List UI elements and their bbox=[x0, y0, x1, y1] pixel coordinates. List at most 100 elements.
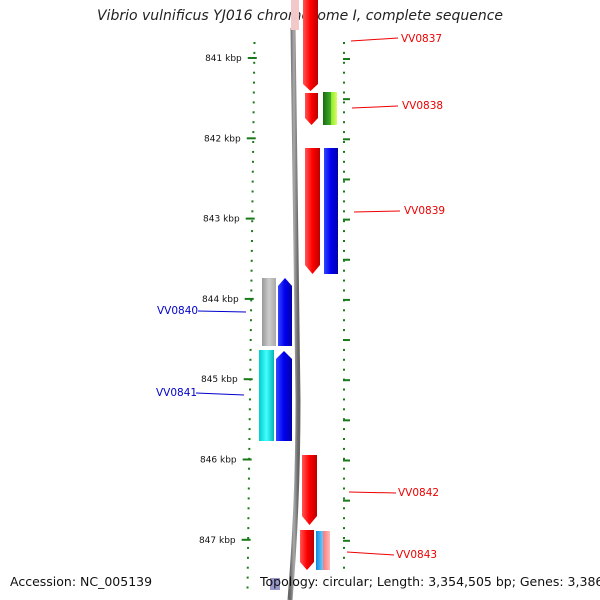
forward-genes bbox=[300, 0, 338, 570]
left-ruler bbox=[246, 42, 256, 589]
ruler-dot bbox=[343, 131, 345, 134]
ruler-dot bbox=[247, 537, 250, 539]
kbp-tick-label: 842 kbp bbox=[204, 134, 241, 144]
ruler-tick bbox=[343, 138, 350, 141]
ruler-dot bbox=[250, 249, 253, 252]
ruler-dot bbox=[252, 131, 255, 134]
ruler-tick bbox=[343, 419, 350, 422]
ruler-dot bbox=[343, 150, 345, 153]
ruler-dot bbox=[250, 269, 253, 272]
backbone-top bbox=[291, 0, 299, 30]
kbp-tick-label: 843 kbp bbox=[203, 215, 240, 225]
ruler-dot bbox=[343, 388, 345, 391]
gene-vv0839-blue bbox=[324, 148, 338, 274]
ruler-dot bbox=[343, 319, 345, 322]
ruler-dot bbox=[343, 121, 345, 124]
ruler-dot bbox=[253, 61, 256, 64]
ruler-dot bbox=[247, 546, 250, 549]
ruler-dot bbox=[343, 309, 345, 312]
ruler-dot bbox=[246, 566, 249, 569]
ruler-dot bbox=[343, 160, 345, 163]
ruler-dot bbox=[343, 438, 345, 440]
ruler-dot bbox=[343, 200, 345, 203]
ruler-dot bbox=[343, 141, 345, 143]
ruler-dot bbox=[343, 358, 345, 361]
gene-vv0838-green bbox=[323, 92, 331, 125]
ruler-dot bbox=[343, 71, 345, 74]
gene-vv0842 bbox=[302, 455, 317, 525]
ruler-tick bbox=[343, 339, 350, 342]
gene-vv0843-pink bbox=[323, 531, 330, 570]
ruler-dot bbox=[253, 51, 256, 54]
ruler-dot bbox=[343, 348, 345, 351]
label-vv0837: VV0837 bbox=[401, 33, 442, 45]
ruler-tick bbox=[343, 258, 350, 261]
gene-vv0839-red bbox=[305, 148, 320, 274]
label-vv0840: VV0840 bbox=[157, 305, 198, 317]
ruler-dot bbox=[252, 111, 255, 114]
ruler-dot bbox=[247, 527, 250, 530]
ruler-dot bbox=[343, 51, 345, 54]
ruler-dot bbox=[247, 487, 250, 490]
ruler-dot bbox=[251, 230, 254, 233]
ruler-dot bbox=[247, 497, 250, 500]
gene-vv0843-lightblue bbox=[316, 531, 323, 570]
topology-summary: Topology: circular; Length: 3,354,505 bp… bbox=[260, 574, 600, 589]
label-vv0838: VV0838 bbox=[402, 100, 443, 112]
ruler-dot bbox=[248, 428, 251, 431]
ruler-dot bbox=[343, 101, 345, 104]
ruler-dot bbox=[343, 190, 345, 193]
ruler-dot bbox=[250, 299, 253, 302]
ruler-dot bbox=[343, 289, 345, 292]
ruler-dot bbox=[246, 576, 249, 579]
ruler-dot bbox=[248, 467, 251, 470]
ruler-dot bbox=[343, 61, 345, 64]
ruler-dot bbox=[249, 319, 252, 322]
ruler-tick bbox=[343, 298, 350, 301]
kbp-tick-label: 846 kbp bbox=[200, 456, 237, 466]
kbp-tick-label: 845 kbp bbox=[201, 375, 238, 385]
ruler-dot bbox=[252, 101, 255, 104]
ruler-dot bbox=[252, 141, 255, 143]
ruler-dot bbox=[343, 497, 345, 500]
gene-vv0838-lime bbox=[331, 92, 337, 125]
ruler-dot bbox=[246, 556, 249, 559]
ruler-dot bbox=[343, 507, 345, 510]
label-vv0841: VV0841 bbox=[156, 387, 197, 399]
ruler-dot bbox=[343, 170, 345, 173]
label-vv0839: VV0839 bbox=[404, 205, 445, 217]
ruler-dot bbox=[249, 348, 252, 351]
ruler-dot bbox=[343, 527, 345, 530]
gene-vv0843-red bbox=[300, 530, 314, 570]
ruler-dot bbox=[250, 289, 253, 292]
kbp-tick bbox=[246, 137, 256, 140]
ruler-dot bbox=[249, 339, 252, 341]
ruler-dot bbox=[253, 71, 256, 74]
ruler-dot bbox=[251, 210, 254, 213]
ruler-tick bbox=[343, 499, 350, 502]
ruler-dot bbox=[251, 170, 254, 173]
ruler-dot bbox=[247, 507, 250, 510]
ruler-dot bbox=[343, 368, 345, 371]
gene-labels: VV0837 VV0838 VV0839 VV0842 VV0843 VV084… bbox=[156, 33, 445, 561]
ruler-dot bbox=[343, 477, 345, 480]
ruler-dot bbox=[249, 358, 252, 361]
ruler-dot bbox=[252, 150, 255, 153]
ruler-dot bbox=[343, 408, 345, 411]
ruler-dot bbox=[249, 388, 252, 391]
ruler-dot bbox=[343, 537, 345, 539]
chromosome-backbone bbox=[287, 27, 301, 600]
ruler-tick bbox=[343, 98, 350, 101]
gene-vv0840-blue bbox=[278, 278, 292, 346]
ruler-dot bbox=[252, 121, 255, 124]
gene-vv0841-blue bbox=[276, 351, 292, 441]
ruler-dot bbox=[248, 418, 251, 421]
ruler-dot bbox=[251, 220, 254, 223]
kbp-tick bbox=[241, 538, 251, 541]
ruler-dot bbox=[343, 249, 345, 252]
ruler-dot bbox=[253, 42, 256, 44]
ruler-tick bbox=[343, 539, 350, 542]
ruler-dot bbox=[343, 418, 345, 421]
ruler-dot bbox=[248, 447, 251, 450]
